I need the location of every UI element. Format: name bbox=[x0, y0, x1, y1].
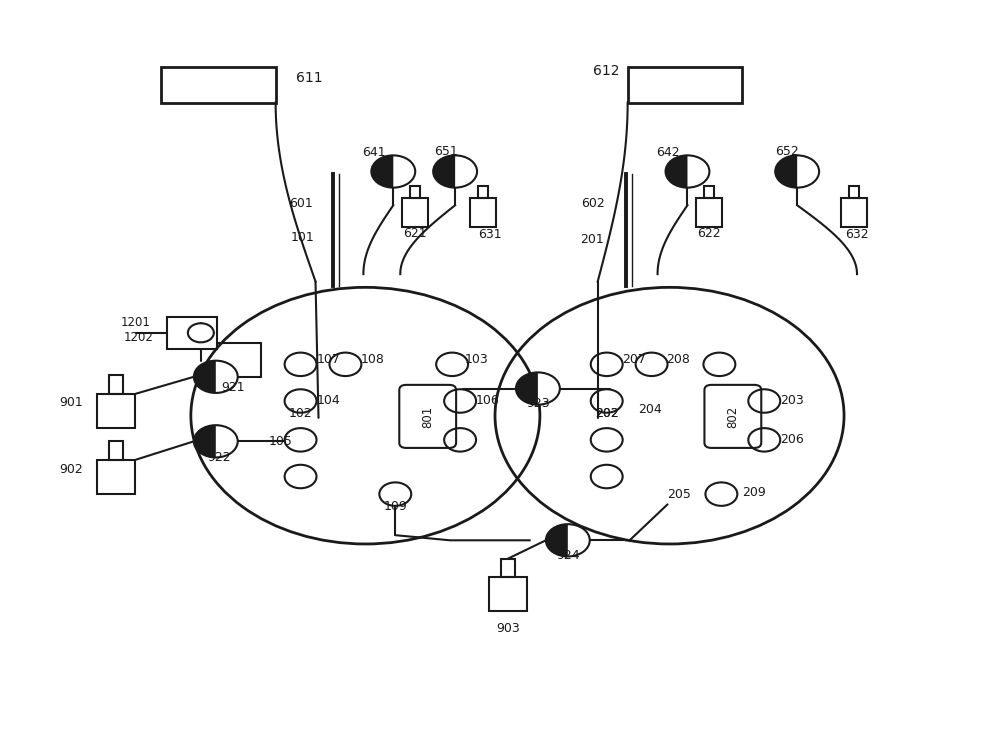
Text: 105: 105 bbox=[269, 435, 293, 447]
Text: 902: 902 bbox=[59, 463, 83, 475]
Bar bbox=[109, 375, 123, 394]
Circle shape bbox=[433, 155, 477, 188]
Bar bbox=[167, 316, 217, 349]
Text: 101: 101 bbox=[291, 231, 314, 244]
Wedge shape bbox=[194, 361, 216, 393]
Bar bbox=[402, 199, 428, 227]
Text: 602: 602 bbox=[581, 197, 605, 210]
Bar bbox=[97, 460, 135, 494]
Wedge shape bbox=[516, 372, 538, 405]
Bar bbox=[489, 577, 527, 612]
Text: 1202: 1202 bbox=[124, 330, 154, 344]
Text: 103: 103 bbox=[464, 353, 488, 367]
Text: 203: 203 bbox=[780, 394, 804, 407]
Text: 802: 802 bbox=[726, 406, 739, 428]
Text: 208: 208 bbox=[667, 353, 690, 367]
Text: 205: 205 bbox=[668, 488, 691, 500]
Bar bbox=[704, 186, 714, 199]
Text: 642: 642 bbox=[656, 146, 679, 159]
Bar bbox=[410, 186, 420, 199]
Bar bbox=[696, 199, 722, 227]
Text: 104: 104 bbox=[317, 394, 340, 408]
Text: 632: 632 bbox=[845, 228, 869, 241]
Text: 651: 651 bbox=[434, 145, 458, 158]
Text: 611: 611 bbox=[296, 71, 322, 85]
Wedge shape bbox=[666, 155, 687, 188]
Text: 601: 601 bbox=[289, 197, 312, 210]
Text: 652: 652 bbox=[775, 145, 799, 158]
Text: 107: 107 bbox=[317, 353, 340, 367]
Circle shape bbox=[775, 155, 819, 188]
Circle shape bbox=[516, 372, 560, 405]
Text: 641: 641 bbox=[363, 146, 386, 159]
Text: 903: 903 bbox=[496, 622, 520, 634]
Text: 206: 206 bbox=[780, 434, 804, 446]
Text: 923: 923 bbox=[526, 397, 550, 410]
Text: 108: 108 bbox=[360, 353, 384, 367]
Text: 109: 109 bbox=[383, 500, 407, 513]
Circle shape bbox=[666, 155, 709, 188]
Bar bbox=[161, 68, 276, 102]
Text: 612: 612 bbox=[593, 64, 620, 78]
Bar bbox=[478, 186, 488, 199]
Text: 622: 622 bbox=[698, 227, 721, 241]
Wedge shape bbox=[194, 425, 216, 458]
Text: 801: 801 bbox=[421, 406, 434, 428]
Bar bbox=[470, 199, 496, 227]
Text: 901: 901 bbox=[59, 396, 83, 409]
Text: 106: 106 bbox=[476, 394, 500, 407]
Text: 209: 209 bbox=[742, 486, 766, 499]
Text: 621: 621 bbox=[403, 227, 427, 241]
Text: 921: 921 bbox=[221, 381, 245, 394]
Bar bbox=[109, 442, 123, 460]
Circle shape bbox=[371, 155, 415, 188]
Bar bbox=[501, 559, 515, 577]
Circle shape bbox=[188, 323, 214, 342]
Wedge shape bbox=[775, 155, 797, 188]
Bar bbox=[849, 186, 859, 199]
Wedge shape bbox=[371, 155, 393, 188]
Wedge shape bbox=[546, 524, 568, 556]
Text: 201: 201 bbox=[580, 233, 604, 246]
Text: 204: 204 bbox=[638, 403, 661, 416]
Text: 202: 202 bbox=[595, 407, 619, 420]
Circle shape bbox=[194, 361, 238, 393]
Wedge shape bbox=[433, 155, 455, 188]
Bar bbox=[97, 394, 135, 428]
Circle shape bbox=[194, 425, 238, 458]
Bar bbox=[841, 199, 867, 227]
Text: 631: 631 bbox=[478, 228, 502, 241]
Text: 922: 922 bbox=[207, 451, 231, 464]
Bar bbox=[628, 68, 742, 102]
Text: 1201: 1201 bbox=[121, 316, 151, 329]
Text: 102: 102 bbox=[289, 407, 312, 420]
Text: 924: 924 bbox=[556, 549, 580, 562]
Circle shape bbox=[546, 524, 590, 556]
Text: 207: 207 bbox=[622, 353, 646, 367]
Text: 202: 202 bbox=[595, 407, 619, 420]
